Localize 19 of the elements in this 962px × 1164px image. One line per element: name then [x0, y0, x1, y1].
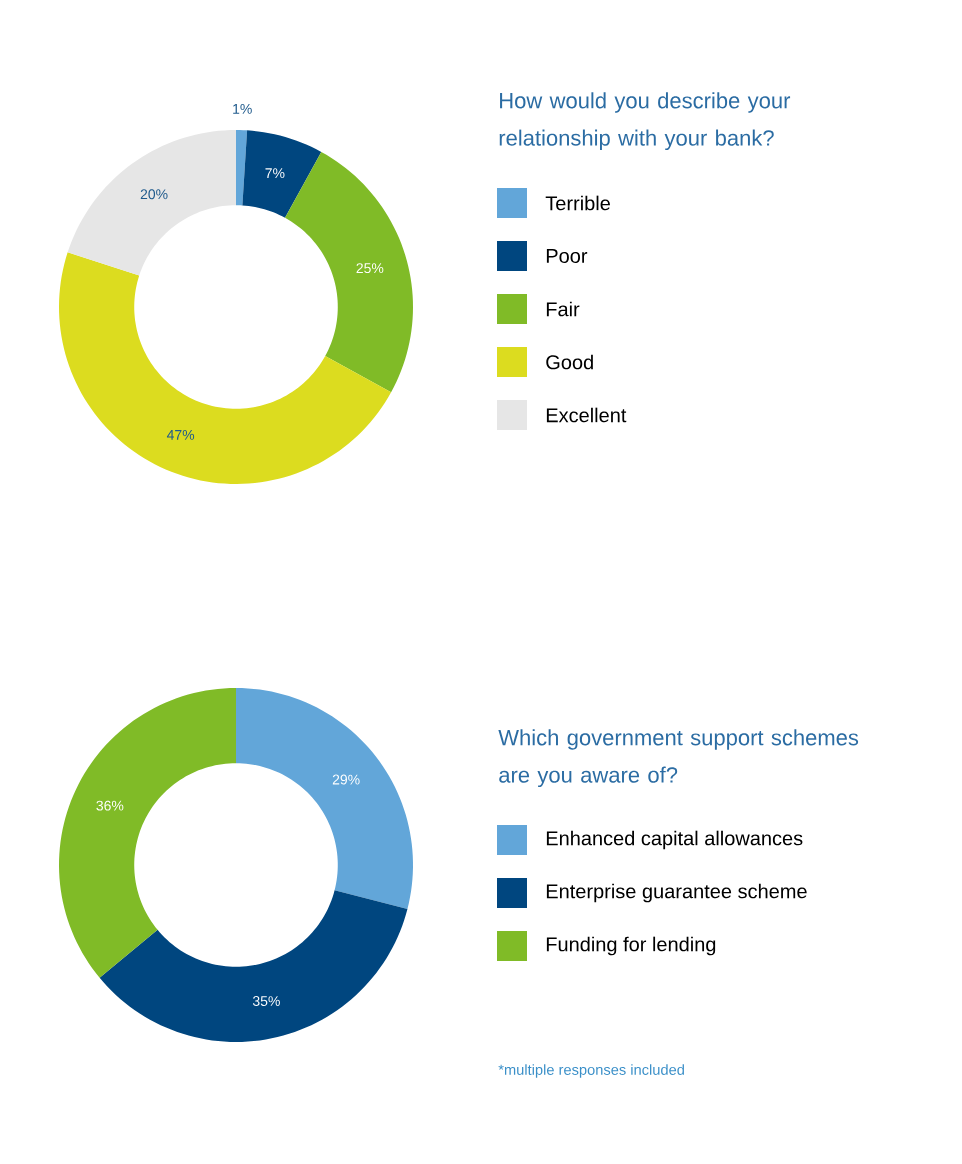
legend-label: Terrible	[545, 195, 610, 211]
legend-label: Good	[546, 354, 593, 370]
chart-title: How would you describe your relationship with your bank?	[499, 92, 791, 151]
legend-label: Enhanced capital allowances	[546, 830, 803, 850]
legend-label: Enterprise guarantee scheme	[546, 883, 807, 903]
text: Which government support schemes are you aware of?	[498, 729, 859, 788]
text: *multiple responses included	[498, 1064, 684, 1078]
legend-label: Excellent	[546, 407, 627, 423]
legend-label: Poor	[546, 249, 588, 263]
data-label: 1%	[233, 103, 252, 114]
data-label: 20%	[140, 189, 168, 200]
data-label: 7%	[265, 168, 285, 179]
data-label: 29%	[332, 774, 360, 785]
data-label: 36%	[96, 800, 124, 811]
legend-label: Funding for lending	[546, 936, 716, 956]
data-label: 25%	[356, 263, 384, 274]
data-label: 47%	[166, 430, 195, 440]
data-label: 35%	[252, 996, 280, 1006]
legend-label: Fair	[546, 301, 580, 317]
